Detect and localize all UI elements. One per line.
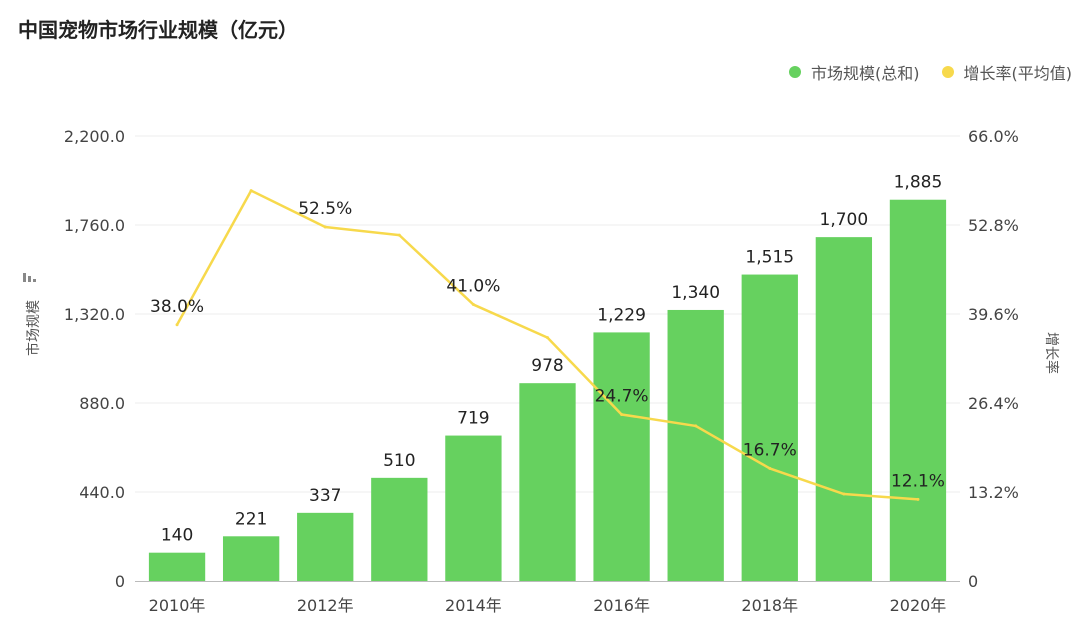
y-tick-label-left: 0 <box>115 572 125 591</box>
line-series <box>175 189 920 501</box>
axis-title-icon[interactable] <box>23 273 36 282</box>
bar[interactable] <box>371 477 428 581</box>
bar[interactable] <box>445 435 502 581</box>
line-point[interactable] <box>768 466 772 470</box>
x-axis-ticks: 2010年 2012年 2014年 2016年 2018年 2020年 <box>149 596 947 615</box>
chart-title: 中国宠物市场行业规模（亿元） <box>18 18 298 42</box>
y-tick-label-left: 2,200.0 <box>64 127 125 146</box>
line-point[interactable] <box>916 497 920 501</box>
line-value-label: 38.0% <box>150 297 204 317</box>
bar[interactable] <box>593 332 650 581</box>
line-point[interactable] <box>397 233 401 237</box>
bar[interactable] <box>148 552 206 581</box>
bar-value-label: 221 <box>235 509 267 529</box>
legend-dot-icon-growth-rate <box>941 66 954 78</box>
line-point[interactable] <box>842 492 846 496</box>
x-tick-label: 2016年 <box>593 596 650 615</box>
line-point[interactable] <box>323 225 327 229</box>
line-point[interactable] <box>249 189 253 193</box>
y-tick-label-right: 39.6% <box>968 305 1019 324</box>
line-value-label: 24.7% <box>595 386 649 406</box>
right-axis-ticks: 0 13.2% 26.4% 39.6% 52.8% 66.0% <box>968 127 1019 591</box>
legend-item-growth-rate[interactable]: 增长率(平均值) <box>941 60 1073 84</box>
bar-value-label: 1,229 <box>597 305 646 325</box>
bar-value-label: 140 <box>161 526 193 546</box>
line-point[interactable] <box>546 336 549 340</box>
left-axis-ticks: 0 440.0 880.0 1,320.0 1,760.0 2,200.0 <box>64 127 125 591</box>
y-tick-label-left: 1,760.0 <box>64 216 125 235</box>
y-tick-label-right: 66.0% <box>968 127 1019 146</box>
y-tick-label-right: 0 <box>968 572 978 591</box>
line-value-label: 16.7% <box>743 440 797 460</box>
x-tick-label: 2010年 <box>149 596 206 615</box>
chart-legend: 市场规模(总和) 增长率(平均值) <box>789 60 1072 84</box>
y-tick-label-right: 26.4% <box>968 394 1019 413</box>
line-data-labels: 38.0% 52.5% 41.0% 24.7% 16.7% 12.1% <box>150 199 945 491</box>
line-point[interactable] <box>694 424 698 428</box>
bar[interactable] <box>297 512 354 581</box>
bar-value-label: 337 <box>309 486 341 506</box>
y-axis-title-right: 增长率 <box>1043 332 1060 374</box>
bar[interactable] <box>889 199 947 581</box>
line-point[interactable] <box>620 412 624 416</box>
x-tick-label: 2012年 <box>297 596 354 615</box>
bar-value-label: 1,885 <box>894 173 943 193</box>
bar[interactable] <box>519 383 576 581</box>
line-point[interactable] <box>175 323 179 327</box>
bar-value-label: 1,700 <box>820 210 869 230</box>
bar[interactable] <box>222 536 280 581</box>
y-tick-label-left: 440.0 <box>79 483 125 502</box>
y-tick-label-right: 13.2% <box>968 483 1019 502</box>
bar-value-label: 719 <box>457 409 489 429</box>
bar-value-label: 1,340 <box>671 283 720 303</box>
legend-item-market-size[interactable]: 市场规模(总和) <box>789 60 920 84</box>
line-point[interactable] <box>471 303 475 307</box>
y-tick-label-left: 880.0 <box>79 394 125 413</box>
line-value-label: 12.1% <box>891 471 945 491</box>
bar-value-label: 978 <box>531 356 563 376</box>
bar[interactable] <box>741 274 798 581</box>
x-tick-label: 2018年 <box>741 596 798 615</box>
y-tick-label-right: 52.8% <box>968 216 1019 235</box>
y-tick-label-left: 1,320.0 <box>64 305 125 324</box>
line-value-label: 41.0% <box>446 277 500 297</box>
line-value-label: 52.5% <box>298 199 352 219</box>
y-axis-title-left: 市场规模 <box>25 300 42 356</box>
bar-series <box>148 199 947 582</box>
bar-value-label: 1,515 <box>745 248 794 268</box>
x-tick-label: 2020年 <box>890 596 947 615</box>
legend-dot-icon-market-size <box>789 66 801 78</box>
legend-label-growth-rate: 增长率(平均值) <box>963 64 1073 83</box>
bar-value-label: 510 <box>383 451 415 471</box>
x-tick-label: 2014年 <box>445 596 502 615</box>
legend-label-market-size: 市场规模(总和) <box>811 64 920 83</box>
bar[interactable] <box>815 237 873 582</box>
bar-data-labels: 140 221 337 510 719 978 1,229 1,340 1,515 1,700 1,… <box>161 173 942 546</box>
bar[interactable] <box>667 309 724 581</box>
